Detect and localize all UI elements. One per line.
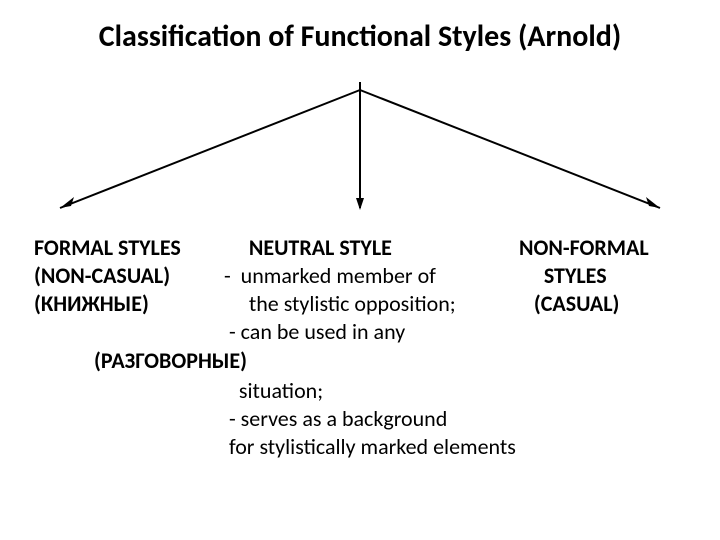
mid-l2: - unmarked member of (219, 262, 519, 290)
right-l1: NON-FORMAL (519, 234, 689, 262)
mid-l5: situation; (219, 377, 519, 405)
mid-l7: for stylistically marked elements (219, 433, 516, 461)
mid-l4: - can be used in any (219, 318, 519, 346)
row-6: situation; (34, 377, 694, 405)
row-5: (РАЗГОВОРНЫЕ) (34, 347, 694, 375)
slide-title: Classification of Functional Styles (Arn… (0, 18, 720, 55)
row-4: - can be used in any (34, 318, 694, 346)
right-l3: (CASUAL) (519, 290, 689, 318)
row-8: for stylistically marked elements (34, 433, 694, 461)
right-l2: STYLES (519, 262, 689, 290)
mid-l3: the stylistic opposition; (219, 290, 519, 318)
tree-diagram (0, 78, 720, 228)
slide: Classification of Functional Styles (Arn… (0, 0, 720, 540)
left-l1: FORMAL STYLES (34, 234, 219, 262)
after-block: situation; - serves as a background for … (34, 377, 694, 461)
row-7: - serves as a background (34, 405, 694, 433)
row-1: FORMAL STYLES NEUTRAL STYLE NON-FORMAL (34, 234, 694, 262)
left-l2: (NON-CASUAL) (34, 262, 219, 290)
left-l3: (КНИЖНЫЕ) (34, 290, 219, 318)
mid-l1: NEUTRAL STYLE (219, 234, 519, 262)
row-3: (КНИЖНЫЕ) the stylistic opposition; (CAS… (34, 290, 694, 318)
row-2: (NON-CASUAL) - unmarked member of STYLES (34, 262, 694, 290)
left-l4: (РАЗГОВОРНЫЕ) (34, 347, 279, 375)
mid-l6: - serves as a background (219, 405, 519, 433)
content-block: FORMAL STYLES NEUTRAL STYLE NON-FORMAL (… (34, 234, 694, 461)
